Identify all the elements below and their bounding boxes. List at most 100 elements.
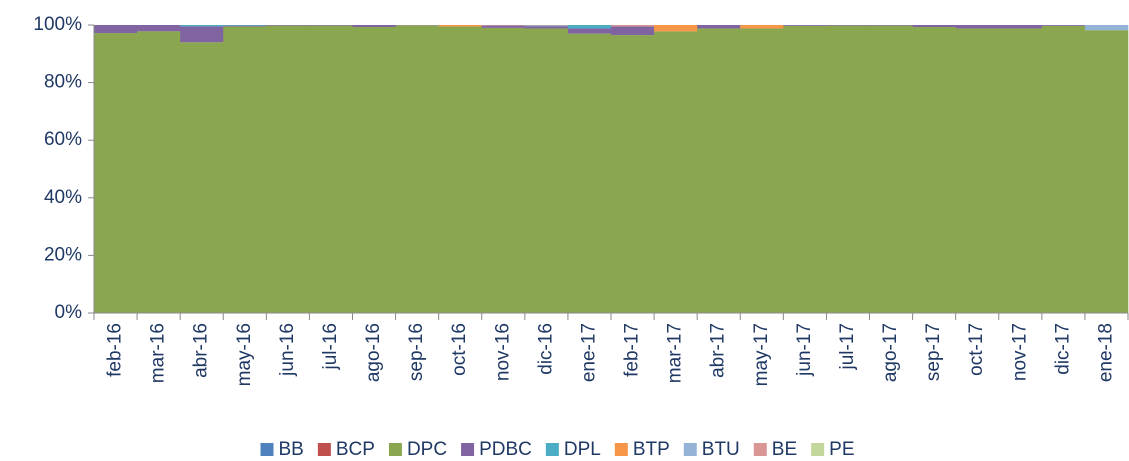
- legend-swatch: [811, 443, 825, 456]
- bar-segment: [94, 33, 138, 314]
- y-tick-label: 40%: [44, 187, 82, 208]
- x-tick-label: jul-16: [320, 323, 341, 370]
- legend-label: BCP: [336, 439, 375, 460]
- bar-segment: [223, 25, 267, 26]
- bar-segment: [352, 25, 396, 28]
- legend-swatch: [317, 443, 331, 456]
- bar-segment: [1041, 25, 1086, 313]
- x-tick-label: oct-17: [966, 323, 987, 376]
- y-tick-label: 80%: [44, 72, 82, 93]
- x-tick-label: feb-17: [622, 323, 643, 377]
- bar-segment: [524, 25, 569, 26]
- bar-segment: [137, 31, 181, 314]
- bar-segment: [567, 28, 612, 34]
- bar-segment: [1084, 25, 1129, 31]
- x-tick-label: abr-17: [708, 323, 729, 378]
- bar-segment: [611, 25, 655, 27]
- bar-segment: [912, 27, 956, 314]
- bar-segment: [94, 25, 138, 34]
- x-tick-label: may-16: [234, 323, 255, 386]
- x-tick-label: ago-17: [880, 323, 901, 382]
- x-tick-label: may-17: [751, 323, 772, 386]
- bar-segment: [697, 25, 741, 29]
- x-tick-label: feb-16: [105, 323, 126, 377]
- bar-segment: [266, 25, 310, 26]
- legend-swatch: [614, 443, 628, 456]
- x-tick-label: ene-18: [1095, 323, 1116, 382]
- bar-segment: [1084, 30, 1129, 314]
- x-tick-label: jul-17: [837, 323, 858, 370]
- bar-segment: [438, 25, 483, 27]
- bar-segment: [438, 26, 483, 313]
- legend-swatch: [461, 443, 475, 456]
- bar-segment: [395, 25, 439, 314]
- bar-segment: [955, 28, 1000, 314]
- x-tick-label: mar-16: [148, 323, 169, 383]
- x-tick-label: ene-17: [578, 323, 599, 382]
- x-tick-label: nov-17: [1009, 323, 1030, 381]
- bar-segment: [524, 28, 569, 314]
- bar-segment: [137, 25, 181, 32]
- bar-segment: [223, 25, 267, 27]
- legend-label: DPC: [407, 439, 447, 460]
- legend-swatch: [260, 443, 274, 456]
- bar-segment: [826, 25, 870, 26]
- bar-segment: [783, 25, 827, 26]
- y-tick-label: 100%: [33, 14, 82, 35]
- x-tick-label: abr-16: [191, 323, 212, 378]
- bar-segment: [352, 27, 396, 314]
- legend-swatch: [545, 443, 559, 456]
- x-tick-label: dic-16: [535, 323, 556, 375]
- bar-segment: [223, 26, 267, 313]
- bar-segment: [869, 25, 913, 314]
- bar-segment: [740, 25, 784, 29]
- legend-swatch: [388, 443, 402, 456]
- bar-segment: [309, 25, 353, 314]
- bar-segment: [567, 33, 612, 313]
- bar-segment: [567, 25, 612, 29]
- legend-label: BTP: [633, 439, 670, 460]
- bar-segment: [783, 25, 827, 313]
- bar-segment: [955, 25, 1000, 29]
- bar-segment: [481, 25, 526, 28]
- y-tick-label: 60%: [44, 129, 82, 150]
- x-tick-label: jun-17: [794, 323, 815, 377]
- y-tick-label: 20%: [44, 244, 82, 265]
- bar-segment: [266, 25, 310, 314]
- bar-segment: [481, 25, 526, 26]
- bar-segment: [740, 28, 784, 314]
- legend-label: DPL: [564, 439, 601, 460]
- legend-swatch: [683, 443, 697, 456]
- legend-swatch: [753, 443, 767, 456]
- bar-segment: [481, 27, 526, 313]
- bar-segment: [1041, 25, 1086, 26]
- bar-segment: [912, 25, 956, 28]
- x-tick-label: oct-16: [449, 323, 470, 376]
- bar-segment: [524, 26, 569, 29]
- x-tick-label: ago-16: [363, 323, 384, 382]
- x-tick-label: nov-16: [492, 323, 513, 381]
- bar-segment: [998, 25, 1043, 29]
- bar-segment: [524, 25, 569, 27]
- bar-segment: [309, 25, 353, 26]
- x-tick-label: mar-17: [665, 323, 686, 383]
- bar-segment: [654, 25, 698, 32]
- x-tick-label: sep-17: [923, 323, 944, 381]
- legend-label: BTU: [702, 439, 740, 460]
- legend-label: BB: [279, 439, 304, 460]
- x-tick-label: jun-16: [277, 323, 298, 377]
- y-tick-label: 0%: [55, 302, 83, 323]
- legend-label: PE: [829, 439, 854, 460]
- bar-segment: [180, 26, 224, 43]
- x-tick-label: dic-17: [1052, 323, 1073, 375]
- bar-segment: [611, 35, 655, 314]
- bar-segment: [180, 25, 224, 27]
- bar-segment: [869, 25, 913, 26]
- bar-segment: [697, 28, 741, 314]
- x-tick-label: sep-16: [406, 323, 427, 381]
- bar-segment: [611, 26, 655, 36]
- legend-label: PDBC: [479, 439, 532, 460]
- legend-label: BE: [772, 439, 797, 460]
- bar-segment: [826, 25, 870, 314]
